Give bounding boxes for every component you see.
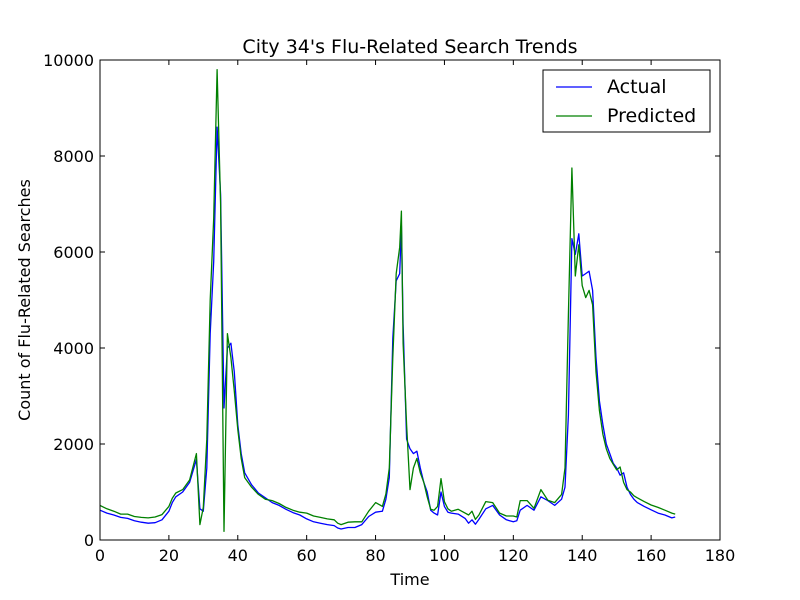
legend: Actual Predicted — [542, 69, 711, 133]
plot-lines — [99, 68, 676, 533]
y-tick-label: 6000 — [53, 243, 94, 262]
x-tick-label: 0 — [95, 546, 105, 565]
y-axis-ticks: 0 2000 4000 6000 8000 10000 — [43, 51, 720, 550]
x-tick-label: 120 — [498, 546, 529, 565]
series-line-predicted — [99, 68, 676, 533]
x-axis-label: Time — [389, 570, 429, 589]
series-line-actual — [99, 126, 676, 530]
y-tick-label: 2000 — [53, 435, 94, 454]
plot-area-frame — [99, 59, 721, 541]
x-tick-label: 60 — [296, 546, 316, 565]
y-axis-label: Count of Flu-Related Searches — [15, 179, 34, 421]
x-tick-label: 160 — [636, 546, 667, 565]
x-tick-label: 100 — [429, 546, 460, 565]
y-tick-label: 8000 — [53, 147, 94, 166]
y-tick-label: 10000 — [43, 51, 94, 70]
x-axis-ticks: 0 20 40 60 80 100 120 140 160 180 — [95, 60, 735, 565]
y-tick-label: 4000 — [53, 339, 94, 358]
legend-label-predicted: Predicted — [607, 105, 696, 127]
y-tick-label: 0 — [84, 531, 94, 550]
x-tick-label: 180 — [705, 546, 736, 565]
x-tick-label: 40 — [228, 546, 248, 565]
legend-label-actual: Actual — [607, 76, 667, 98]
x-tick-label: 80 — [365, 546, 385, 565]
x-tick-label: 20 — [159, 546, 179, 565]
legend-frame — [542, 69, 711, 133]
x-tick-label: 140 — [567, 546, 598, 565]
chart-title: City 34's Flu-Related Search Trends — [242, 36, 577, 58]
